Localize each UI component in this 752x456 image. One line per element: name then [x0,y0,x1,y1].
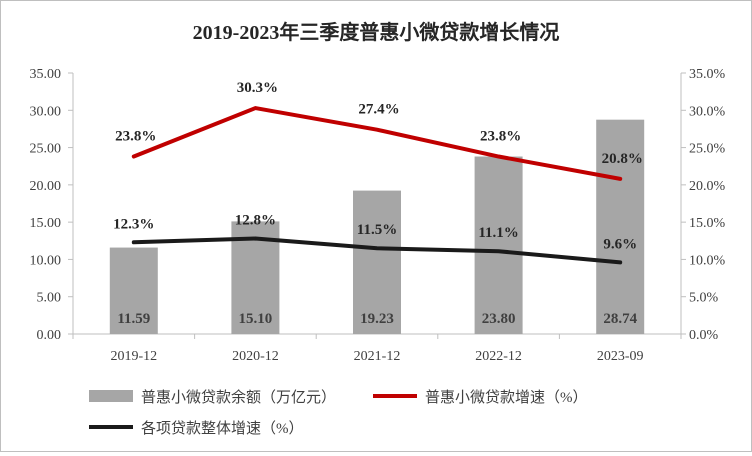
bar-data-label: 23.80 [482,311,516,327]
bar-data-label: 28.74 [603,311,637,327]
line-point [254,238,256,240]
x-tick-label: 2023-09 [597,349,644,364]
right-tick-label: 20.0% [689,179,726,194]
right-tick-label: 10.0% [689,253,726,268]
line-data-label: 11.5% [357,222,397,238]
left-tick-label: 25.00 [30,142,62,157]
line-point [254,107,256,109]
line-data-label: 20.8% [602,151,643,167]
line-point [619,261,621,263]
bar-data-label: 19.23 [360,311,394,327]
left-tick-label: 5.00 [37,291,62,306]
line-data-label: 9.6% [603,236,637,252]
right-tick-label: 25.0% [689,142,726,157]
bar-data-label: 11.59 [117,311,150,327]
right-tick-label: 0.0% [689,328,719,343]
chart-title: 2019-2023年三季度普惠小微贷款增长情况 [193,20,560,44]
line-data-label: 23.8% [115,129,156,145]
line-point [619,178,621,180]
bar [474,156,523,334]
left-tick-label: 20.00 [30,179,62,194]
x-tick-label: 2022-12 [475,349,522,364]
x-tick-label: 2021-12 [354,349,401,364]
x-tick-label: 2020-12 [232,349,279,364]
line-point [498,250,500,252]
right-tick-label: 35.0% [689,67,726,82]
bar [596,119,645,334]
line-data-label: 23.8% [480,129,521,145]
line-data-label: 27.4% [358,102,399,118]
left-tick-label: 15.00 [30,216,62,231]
bar [353,190,401,334]
right-tick-label: 5.0% [689,291,719,306]
legend-label: 普惠小微贷款增速（%） [425,389,588,406]
line-point [376,247,378,249]
right-tick-label: 30.0% [689,104,726,119]
x-tick-label: 2019-12 [110,349,157,364]
line-point [133,241,135,243]
line-data-label: 12.8% [235,213,276,229]
legend-label: 各项贷款整体增速（%） [141,420,304,437]
line-point [376,129,378,131]
line-data-label: 11.1% [478,225,518,241]
bar-data-label: 15.10 [239,311,273,327]
left-tick-label: 30.00 [30,104,62,119]
left-tick-label: 0.00 [37,328,62,343]
right-tick-label: 15.0% [689,216,726,231]
legend-swatch-bar [89,390,133,402]
left-tick-label: 35.00 [30,67,62,82]
line-data-label: 12.3% [113,216,154,232]
line-data-label: 30.3% [237,80,278,96]
line-point [498,156,500,158]
line-point [133,156,135,158]
bar [109,247,158,334]
inclusive-loan-growth-line [131,106,623,181]
legend-label: 普惠小微贷款余额（万亿元） [141,388,336,406]
left-tick-label: 10.00 [30,253,62,268]
